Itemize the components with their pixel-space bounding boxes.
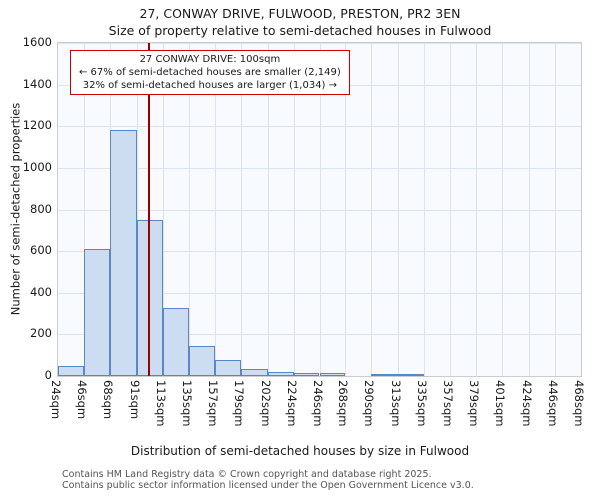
gridline-vertical [214,43,216,376]
gridline-vertical [398,43,400,376]
annotation-property-line: 27 CONWAY DRIVE: 100sqm [139,54,281,65]
y-tick-label: 200 [30,326,52,341]
x-tick-label: 135sqm [179,380,194,427]
y-tick-label: 800 [30,201,52,216]
gridline-vertical [136,43,138,376]
gridline-vertical [555,43,557,376]
gridline-vertical [83,43,85,376]
x-tick-label: 290sqm [362,380,377,427]
x-tick-label: 401sqm [493,380,508,427]
gridline-vertical [267,43,269,376]
x-tick-label: 91sqm [127,380,142,420]
y-tick-label: 400 [30,284,52,299]
histogram-bar [136,219,163,376]
histogram-bar [83,249,110,376]
y-tick-label: 1200 [22,118,52,133]
plot-area: 27 CONWAY DRIVE: 100sqm ← 67% of semi-de… [57,42,582,377]
x-tick-label: 446sqm [546,380,561,427]
histogram-bar [371,374,399,377]
y-tick-label: 0 [44,368,52,382]
gridline-vertical [502,43,504,376]
gridline-vertical [162,43,164,376]
x-tick-label: 24sqm [49,380,63,420]
annotation-larger-line: 32% of semi-detached houses are larger (… [82,80,338,91]
x-tick-label: 468sqm [572,380,586,427]
y-tick-label: 600 [30,243,52,258]
annotation-box: 27 CONWAY DRIVE: 100sqm ← 67% of semi-de… [70,50,350,95]
x-tick-label: 46sqm [74,380,89,420]
y-tick-label: 1600 [22,35,52,49]
footer-copyright-line1: Contains HM Land Registry data © Crown c… [62,469,432,480]
gridline-vertical [240,43,242,376]
annotation-smaller-line: ← 67% of semi-detached houses are smalle… [79,67,341,78]
histogram-bar [267,371,294,376]
gridline-vertical [188,43,190,376]
histogram-bar [109,130,137,376]
x-tick-label: 113sqm [153,380,168,427]
x-tick-label: 202sqm [258,380,273,427]
histogram-bar [188,345,215,376]
x-tick-label: 68sqm [100,380,115,420]
x-tick-label: 357sqm [441,380,456,427]
x-tick-label: 379sqm [467,380,482,427]
x-tick-label: 246sqm [310,380,325,427]
x-tick-label: 313sqm [389,380,404,427]
histogram-bar [319,372,346,376]
histogram-bar [58,365,84,376]
x-axis-label: Distribution of semi-detached houses by … [130,444,470,458]
gridline-vertical [319,43,321,376]
gridline-vertical [476,43,478,376]
histogram-bar [398,374,425,377]
gridline-vertical [424,43,426,376]
y-tick-label: 1400 [22,76,52,91]
x-tick-label: 335sqm [415,380,430,427]
histogram-bar [162,308,189,376]
histogram-bar [240,368,268,376]
gridline-vertical [371,43,373,376]
y-tick-label: 1000 [22,159,52,174]
gridline-vertical [450,43,452,376]
footer-copyright-line2: Contains public sector information licen… [62,480,474,491]
x-tick-label: 424sqm [520,380,535,427]
property-size-marker-line [147,43,150,376]
chart-subtitle: Size of property relative to semi-detach… [108,23,492,38]
x-tick-label: 224sqm [284,380,299,427]
x-tick-label: 268sqm [336,380,351,427]
gridline-vertical [345,43,347,376]
histogram-bar [293,372,320,376]
histogram-bar [214,360,241,376]
gridline-vertical [293,43,295,376]
x-tick-label: 157sqm [205,380,220,427]
chart-title: 27, CONWAY DRIVE, FULWOOD, PRESTON, PR2 … [139,6,461,21]
x-tick-label: 179sqm [231,380,246,427]
gridline-vertical [529,43,531,376]
